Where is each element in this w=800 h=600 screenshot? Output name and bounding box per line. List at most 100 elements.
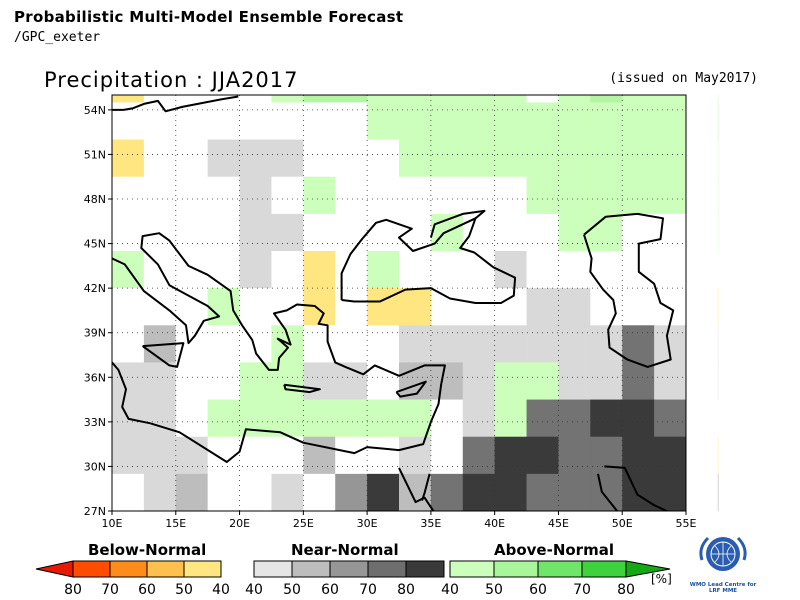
grid-cell <box>558 325 591 363</box>
grid-cell <box>335 288 368 326</box>
grid-cell <box>303 436 336 475</box>
grid-cell <box>590 251 623 289</box>
grid-cell <box>462 362 496 400</box>
grid-cell <box>526 95 559 103</box>
below-normal-tick-label: 40 <box>212 582 230 598</box>
map-frame <box>111 94 687 512</box>
grid-cell <box>494 362 527 400</box>
grid-cell <box>271 251 304 289</box>
grid-cell <box>335 399 368 438</box>
grid-cell <box>239 325 272 363</box>
above-normal-swatch <box>449 560 495 578</box>
above-normal-swatch <box>537 560 583 578</box>
grid-cell <box>622 362 655 400</box>
grid-cell <box>430 176 464 215</box>
grid-cell <box>207 362 240 400</box>
above-normal-swatch <box>581 560 627 578</box>
grid-cell <box>207 176 240 215</box>
grid-cell <box>303 139 336 178</box>
grid-cell <box>239 102 272 140</box>
grid-cell <box>654 176 687 215</box>
grid-cell <box>399 95 432 103</box>
x-tick-label: 15E <box>165 517 186 530</box>
grid-cell <box>335 213 368 252</box>
grid-cell <box>462 399 496 438</box>
grid-cell <box>112 436 145 475</box>
grid-cell <box>303 473 336 512</box>
y-tick-label: 51N <box>84 148 106 161</box>
grid-cell <box>335 95 368 103</box>
coastline <box>604 465 669 511</box>
grid-cell <box>399 436 432 475</box>
grid-cell <box>367 436 400 475</box>
grid-cell <box>622 288 655 326</box>
y-tick-label: 48N <box>84 193 106 206</box>
grid-cell <box>494 95 527 103</box>
grid-cell <box>303 176 336 215</box>
grid-cell <box>526 251 559 289</box>
grid-cell <box>367 95 400 103</box>
grid-cell <box>207 325 240 363</box>
above-normal-swatch <box>625 560 671 578</box>
map-title: Precipitation : JJA2017 <box>44 68 299 92</box>
grid-cell <box>143 139 177 178</box>
y-tick-label: 27N <box>84 505 106 518</box>
grid-cell <box>558 139 591 178</box>
logo-text-line1: WMO Lead Centre for <box>689 582 757 588</box>
above-normal-swatch <box>493 560 539 578</box>
below-normal-tick-label: 50 <box>175 582 193 598</box>
grid-cell <box>462 102 496 140</box>
grid-cell <box>430 288 464 326</box>
grid-cell <box>590 102 623 140</box>
grid-cell <box>590 213 623 252</box>
grid-cell <box>494 102 527 140</box>
grid-cell <box>175 176 209 215</box>
grid-cell <box>654 139 687 178</box>
grid-cell <box>207 288 240 326</box>
grid-cell <box>335 251 368 289</box>
grid-cell <box>494 176 527 215</box>
grid-cell <box>462 473 496 512</box>
grid-cell <box>175 473 209 512</box>
grid-cell <box>239 436 272 475</box>
grid-cell <box>430 399 464 438</box>
issued-date: (issued on May2017) <box>609 71 758 86</box>
grid-cell <box>462 95 496 103</box>
grid-cell <box>590 325 623 363</box>
coastline <box>340 217 517 304</box>
grid-cell <box>175 139 209 178</box>
legend-below-normal-label: Below-Normal <box>88 541 207 559</box>
grid-cell <box>654 95 687 103</box>
grid-cell <box>462 139 496 178</box>
grid-cell <box>335 436 368 475</box>
near-normal-swatch <box>253 560 293 578</box>
grid-cell <box>526 176 559 215</box>
grid-cell <box>207 473 240 512</box>
probability-cells <box>112 95 719 512</box>
wmo-logo: WMO Lead Centre for LRF MME <box>688 530 758 596</box>
coastline <box>583 212 675 368</box>
grid-cell <box>367 473 400 512</box>
grid-cell <box>271 288 304 326</box>
grid-cell <box>303 399 336 438</box>
grid-cell <box>399 251 432 289</box>
grid-cell <box>335 325 368 363</box>
grid-cell <box>558 251 591 289</box>
grid-cell <box>207 213 240 252</box>
grid-cell <box>335 139 368 178</box>
header-subtitle: /GPC_exeter <box>14 30 101 45</box>
grid-cell <box>622 436 655 475</box>
grid-cell <box>558 288 591 326</box>
grid-cell <box>112 213 145 252</box>
grid-cell <box>367 325 400 363</box>
grid-cell <box>271 139 304 178</box>
grid-cell <box>399 176 432 215</box>
grid-cell <box>526 102 559 140</box>
near-normal-swatch <box>291 560 331 578</box>
grid-cell <box>112 102 145 140</box>
grid-cell <box>622 95 655 103</box>
grid-cell <box>303 102 336 140</box>
below-normal-swatch <box>146 560 185 578</box>
coastline <box>142 342 185 368</box>
x-tick-label: 55E <box>676 517 697 530</box>
